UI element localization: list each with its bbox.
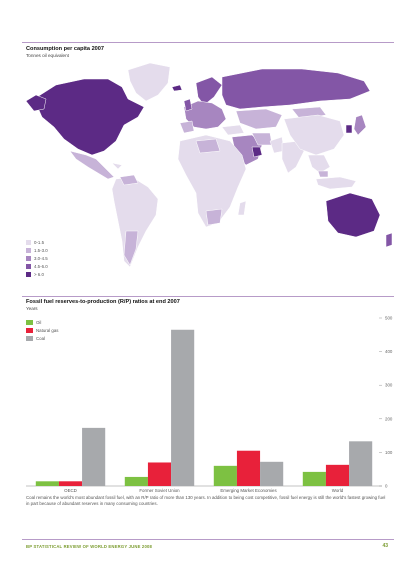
legend-label-oil: Oil: [36, 319, 42, 325]
uk: [183, 98, 193, 112]
iceland: [171, 84, 183, 92]
legend-swatch-coal: [26, 335, 33, 341]
legend-label: > 6.0: [34, 271, 44, 277]
bar-natural-gas-oecd: [58, 481, 83, 486]
russia: [221, 68, 371, 110]
x-tick-label: Emerging Market Economies: [220, 488, 277, 493]
footer-page-number: 43: [382, 543, 388, 549]
legend-swatch: [26, 263, 31, 269]
section-rule: [22, 296, 394, 297]
madagascar: [237, 200, 247, 216]
southeast-asia: [307, 154, 331, 174]
legend-label-gas: Natural gas: [36, 327, 59, 333]
indonesia: [315, 176, 357, 190]
legend-swatch: [26, 247, 31, 253]
x-tick-label: Former Soviet Union: [139, 488, 180, 493]
libya-algeria: [195, 138, 221, 154]
footnote: Coal remains the world's most abundant f…: [26, 495, 386, 506]
legend-label: 1.5-3.0: [34, 247, 48, 253]
map-subtitle: Tonnes oil equivalent: [26, 53, 69, 58]
legend-label: 0-1.5: [34, 239, 45, 245]
legend-swatch-gas: [26, 327, 33, 333]
bar-oil-emerging-market-economies: [213, 465, 237, 486]
bar-natural-gas-world: [325, 464, 350, 486]
malaysia: [317, 170, 329, 178]
map-legend-row: 4.5-6.0: [26, 262, 48, 270]
top-rule: [22, 42, 394, 43]
world-map: [25, 62, 393, 268]
bar-oil-oecd: [35, 481, 59, 486]
chart-legend-row: Coal: [26, 334, 58, 342]
iberia: [179, 120, 195, 134]
x-tick-label: OECD: [64, 488, 77, 493]
footer-publication: BP STATISTICAL REVIEW OF WORLD ENERGY JU…: [26, 544, 153, 549]
map-legend: 0-1.5 1.5-3.0 3.0-4.5 4.5-6.0 > 6.0: [26, 238, 48, 278]
chart-legend-row: Oil: [26, 318, 58, 326]
caribbean: [111, 162, 123, 170]
bar-oil-world: [302, 471, 326, 486]
x-tick-label: World: [332, 488, 344, 493]
bar-coal-oecd: [82, 427, 106, 486]
africa: [177, 134, 247, 228]
y-tick-label: 500: [385, 316, 393, 321]
australia: [325, 192, 381, 238]
gulf-states: [251, 146, 263, 158]
bar-natural-gas-former-soviet-union: [147, 462, 172, 486]
bar-coal-former-soviet-union: [171, 329, 195, 486]
chart-legend: Oil Natural gas Coal: [26, 318, 58, 342]
legend-swatch: [26, 239, 31, 245]
map-legend-row: > 6.0: [26, 270, 48, 278]
greenland: [127, 62, 171, 102]
legend-label: 3.0-4.5: [34, 255, 48, 261]
map-legend-row: 0-1.5: [26, 238, 48, 246]
turkey: [221, 124, 245, 136]
south-africa: [205, 208, 223, 226]
chart-title: Fossil fuel reserves-to-production (R/P)…: [26, 299, 180, 305]
south-america: [111, 176, 159, 268]
bar-natural-gas-emerging-market-economies: [236, 450, 261, 486]
legend-label: 4.5-6.0: [34, 263, 48, 269]
alaska: [25, 94, 47, 112]
north-america: [33, 78, 145, 156]
y-tick-label: 200: [385, 416, 393, 421]
y-tick-label: 0: [385, 484, 388, 489]
legend-swatch: [26, 271, 31, 277]
chart-legend-row: Natural gas: [26, 326, 58, 334]
legend-swatch: [26, 255, 31, 261]
china: [283, 114, 345, 156]
japan: [353, 114, 367, 136]
legend-swatch-oil: [26, 319, 33, 325]
korea: [345, 124, 353, 134]
scandinavia: [195, 76, 223, 106]
chart-subtitle: Years: [26, 306, 38, 311]
map-legend-row: 3.0-4.5: [26, 254, 48, 262]
y-tick-label: 100: [385, 450, 393, 455]
new-zealand: [385, 232, 393, 248]
bar-coal-world: [349, 441, 373, 486]
footer-rule: [22, 539, 394, 540]
map-title: Consumption per capita 2007: [26, 46, 105, 52]
bar-coal-emerging-market-economies: [260, 461, 284, 486]
y-tick-label: 300: [385, 383, 393, 388]
map-legend-row: 1.5-3.0: [26, 246, 48, 254]
kazakhstan: [235, 108, 283, 130]
argentina: [123, 230, 139, 266]
bar-oil-former-soviet-union: [124, 476, 148, 486]
mexico: [69, 150, 115, 180]
legend-label-coal: Coal: [36, 335, 46, 341]
bar-chart: 0 100 200 300 400 500 OECD Former Soviet Union E…: [26, 316, 393, 493]
y-tick-label: 400: [385, 349, 393, 354]
venezuela: [119, 174, 139, 186]
